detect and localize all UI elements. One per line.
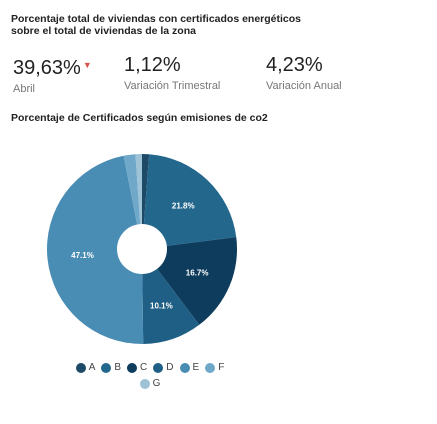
metric-quarterly: 1,12% Variación Trimestral bbox=[124, 54, 220, 92]
metric-annual-label: Variación Anual bbox=[266, 80, 342, 92]
legend-label: F bbox=[218, 362, 225, 373]
legend-item-b[interactable]: B bbox=[101, 362, 121, 373]
legend-swatch-icon bbox=[153, 362, 164, 373]
emissions-pie-chart: 21.8% 16.7% 10.1% 47.1% bbox=[46, 154, 237, 344]
legend-label: A bbox=[88, 362, 96, 373]
legend-label: C bbox=[140, 362, 148, 373]
metric-total: 39,63% ▼ Abril bbox=[13, 54, 92, 95]
metric-quarterly-label: Variación Trimestral bbox=[124, 80, 221, 92]
pie-slice-e[interactable] bbox=[46, 155, 144, 344]
legend-item-g[interactable]: G bbox=[139, 378, 161, 389]
data-label-b: 21.8% bbox=[172, 202, 195, 211]
legend-swatch-icon bbox=[75, 362, 86, 373]
legend-label: G bbox=[152, 378, 161, 389]
metric-total-label: Abril bbox=[13, 83, 36, 95]
chart-title: Porcentaje de Certificados según emision… bbox=[11, 112, 268, 124]
legend-row: A B C D E F bbox=[0, 362, 300, 373]
metric-annual-value: 4,23% bbox=[266, 54, 323, 76]
legend-label: E bbox=[192, 362, 200, 373]
legend-item-e[interactable]: E bbox=[179, 362, 200, 373]
legend-item-c[interactable]: C bbox=[127, 362, 147, 373]
metric-quarterly-value: 1,12% bbox=[124, 54, 181, 76]
pie-slice-b[interactable] bbox=[142, 154, 237, 249]
data-label-e: 47.1% bbox=[71, 251, 94, 260]
data-label-d: 10.1% bbox=[150, 302, 173, 311]
legend-label: B bbox=[114, 362, 122, 373]
chart-legend: A B C D E F G bbox=[0, 362, 300, 389]
legend-swatch-icon bbox=[127, 362, 138, 373]
legend-swatch-icon bbox=[205, 362, 216, 373]
legend-swatch-icon bbox=[179, 362, 190, 373]
legend-swatch-icon bbox=[101, 362, 112, 373]
pie-slice-c[interactable] bbox=[142, 237, 237, 325]
pie-slice-d[interactable] bbox=[142, 249, 200, 344]
pie-center-hole bbox=[117, 224, 167, 274]
legend-label: D bbox=[166, 362, 174, 373]
legend-item-f[interactable]: F bbox=[205, 362, 224, 373]
legend-item-d[interactable]: D bbox=[153, 362, 174, 373]
legend-row: G bbox=[0, 378, 300, 389]
trend-down-icon: ▼ bbox=[82, 60, 92, 70]
card-title: Porcentaje total de viviendas con certif… bbox=[11, 13, 302, 37]
metric-total-value: 39,63% ▼ bbox=[13, 57, 92, 79]
legend-item-a[interactable]: A bbox=[75, 362, 96, 373]
metric-annual: 4,23% Variación Anual bbox=[266, 54, 342, 92]
legend-swatch-icon bbox=[139, 378, 150, 389]
data-label-c: 16.7% bbox=[186, 268, 209, 277]
